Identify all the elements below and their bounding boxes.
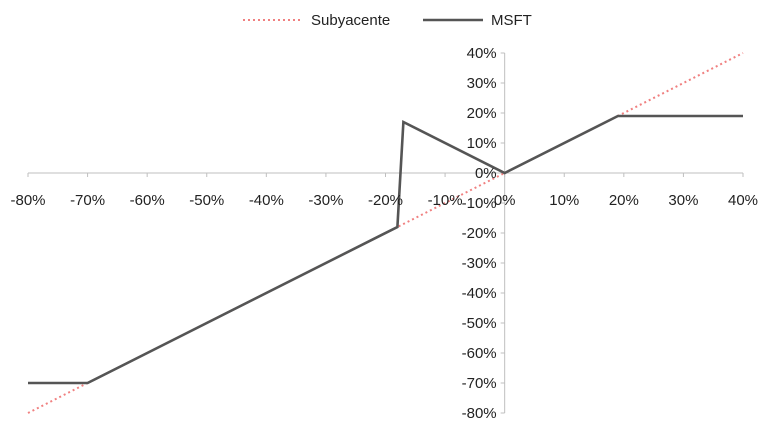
- y-tick-label: -50%: [462, 315, 497, 332]
- y-tick-label: -80%: [462, 405, 497, 421]
- y-tick-label: 30%: [467, 75, 497, 92]
- y-tick-label: 20%: [467, 105, 497, 122]
- legend-label: MSFT: [491, 12, 532, 29]
- x-tick-label: 40%: [728, 192, 758, 209]
- series-line-msft: [28, 114, 743, 385]
- x-tick-label: 20%: [609, 192, 639, 209]
- y-tick-label: 40%: [467, 45, 497, 62]
- y-tick-label: 10%: [467, 135, 497, 152]
- x-tick-label: -50%: [189, 192, 224, 209]
- x-tick-label: 0%: [494, 192, 516, 209]
- y-tick-label: -60%: [462, 345, 497, 362]
- x-tick-label: -80%: [10, 192, 45, 209]
- y-tick-label: -40%: [462, 285, 497, 302]
- x-tick-label: -30%: [308, 192, 343, 209]
- y-tick-label: -70%: [462, 375, 497, 392]
- y-tick-label: -30%: [462, 255, 497, 272]
- x-tick-label: -40%: [249, 192, 284, 209]
- x-tick-label: -10%: [428, 192, 463, 209]
- legend-label: Subyacente: [311, 12, 390, 29]
- x-tick-label: 30%: [668, 192, 698, 209]
- x-tick-label: -60%: [130, 192, 165, 209]
- y-tick-label: -10%: [462, 195, 497, 212]
- x-tick-label: 10%: [549, 192, 579, 209]
- x-tick-label: -20%: [368, 192, 403, 209]
- y-tick-label: -20%: [462, 225, 497, 242]
- y-tick-label: 0%: [475, 165, 497, 182]
- x-tick-label: -70%: [70, 192, 105, 209]
